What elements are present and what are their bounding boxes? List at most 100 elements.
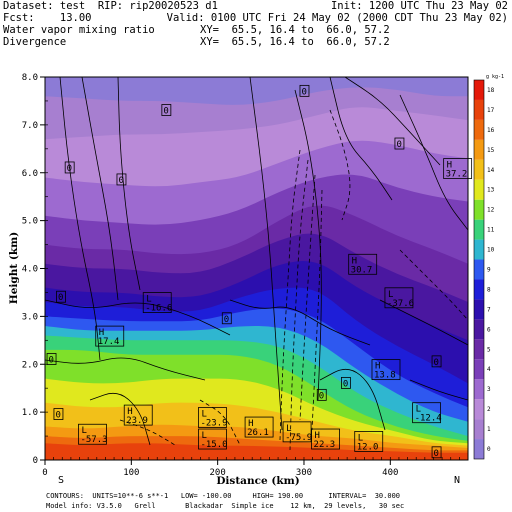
extreme-label-l: L12.0 [354, 431, 384, 452]
zero-label-box [116, 173, 127, 186]
colorbar-label: 9 [487, 267, 491, 274]
contour-positive-0 [59, 77, 101, 361]
colorbar-label: 17 [487, 107, 495, 114]
extreme-label-box [95, 325, 125, 347]
colorbar-swatch-4 [474, 359, 484, 380]
extreme-label-l: L-37.6 [384, 287, 414, 309]
zero-contour-label: 0 [161, 104, 172, 117]
extreme-label-kind: L [201, 409, 206, 419]
extreme-label-kind: L [201, 431, 206, 441]
x-tick-label: 300 [296, 468, 312, 478]
colorbar-label: 18 [487, 87, 495, 94]
y-tick-label: 3.0 [22, 312, 38, 322]
colorbar-swatch-6 [474, 319, 484, 340]
extreme-label-box [354, 431, 384, 452]
extreme-label-h: H26.1 [244, 416, 274, 438]
footer-model-info: Model info: V3.5.0 Grell Blackadar Simpl… [46, 502, 405, 510]
zero-label-text: 0 [58, 293, 63, 303]
colorbar-swatch-16 [474, 119, 484, 140]
extreme-label-h: H22.3 [311, 428, 340, 450]
extreme-label-kind: L [81, 426, 86, 436]
extreme-label-box [412, 402, 441, 424]
contour-positive-4 [294, 89, 322, 401]
extreme-label-box [311, 428, 340, 450]
y-tick-label: 5.0 [22, 217, 38, 227]
zero-label-text: 0 [434, 449, 439, 459]
extreme-label-box [244, 416, 274, 438]
zero-label-text: 0 [434, 358, 439, 368]
zero-label-box [431, 355, 442, 368]
contour-negative-5 [399, 249, 468, 321]
extreme-label-value: 13.8 [374, 371, 396, 381]
extreme-label-kind: H [99, 328, 104, 338]
colorbar-label: 7 [487, 306, 491, 313]
header-line-3-left: Water vapor mixing ratio [3, 24, 155, 36]
zero-contour-label: 0 [341, 376, 351, 389]
zero-contour-label: 0 [221, 312, 232, 325]
colorbar-frame [473, 79, 485, 460]
zero-label-text: 0 [55, 411, 60, 421]
extreme-label-box [142, 292, 172, 313]
header-line-4-right: XY= 65.5, 16.4 to 66.0, 57.2 [200, 36, 390, 48]
extreme-label-value: -37.6 [387, 299, 414, 309]
colorbar-label: 15 [487, 147, 495, 154]
colorbar-label: 16 [487, 127, 495, 134]
y-tick-label: 6.0 [22, 169, 38, 179]
contour-negative-4 [329, 109, 351, 221]
extreme-label-box [123, 404, 153, 426]
contour-negative-3 [311, 189, 323, 431]
y-tick-label: 7.0 [22, 121, 38, 131]
extreme-label-l: L-23.9 [198, 407, 228, 428]
extreme-label-kind: L [146, 295, 151, 305]
x-axis-label: Distance (km) [216, 475, 299, 487]
zero-contour-label: 0 [431, 446, 442, 459]
extreme-label-kind: H [248, 419, 253, 429]
contour-positive-2 [117, 77, 141, 291]
extreme-label-value: -75.9 [285, 433, 312, 443]
extreme-label-value: -15.0 [200, 440, 227, 450]
extreme-label-kind: L [388, 290, 393, 300]
zero-label-text: 0 [224, 315, 229, 325]
zero-label-text: 0 [118, 176, 123, 186]
extreme-label-value: -57.3 [80, 435, 107, 445]
extreme-label-box [384, 287, 414, 309]
extreme-label-l: L-57.3 [78, 423, 108, 445]
contour-positive-7 [399, 94, 468, 231]
colorbar-swatch-17 [474, 99, 484, 120]
extreme-label-value: 22.3 [314, 440, 336, 450]
y-tick-label: 1.0 [22, 408, 38, 418]
extreme-label-value: -12.4 [415, 414, 442, 424]
extreme-label-value: 30.7 [351, 265, 373, 275]
divergence-contour-layer [45, 77, 468, 451]
colorbar-swatch-3 [474, 379, 484, 400]
colorbar-label: 5 [487, 346, 491, 353]
extreme-label-box [198, 428, 227, 450]
zero-label-box [341, 376, 351, 389]
zero-label-box [316, 388, 327, 401]
colorbar-label: 4 [487, 366, 491, 373]
contour-negative-2 [299, 174, 316, 421]
contour-positive-3 [249, 77, 283, 431]
colorbar-label: 12 [487, 207, 495, 214]
x-tick-label: 200 [210, 468, 226, 478]
x-tick-label: 100 [123, 468, 139, 478]
colorbar-label: 13 [487, 187, 495, 194]
contour-positive-11 [379, 299, 468, 346]
contour-positive-1 [81, 77, 119, 301]
colorbar-swatch-7 [474, 299, 484, 320]
y-tick-label: 4.0 [22, 265, 38, 275]
direction-label-south: S [58, 475, 64, 486]
zero-label-box [394, 137, 405, 150]
extreme-label-h: H17.4 [95, 325, 125, 347]
header-line-4-left: Divergence [3, 36, 67, 48]
extreme-label-value: 17.4 [98, 337, 120, 347]
colorbar-swatch-12 [474, 199, 484, 220]
colorbar-label: 0 [487, 446, 491, 453]
colorbar-label: 2 [487, 406, 491, 413]
zero-contour-label: 0 [431, 355, 442, 368]
y-tick-label: 2.0 [22, 360, 38, 370]
colorbar-swatch-15 [474, 139, 484, 160]
extreme-label-layer: L-16.6H17.4H30.7L-37.6H37.2H13.8L-12.4H2… [46, 84, 473, 459]
zero-contour-label: 0 [299, 84, 310, 97]
